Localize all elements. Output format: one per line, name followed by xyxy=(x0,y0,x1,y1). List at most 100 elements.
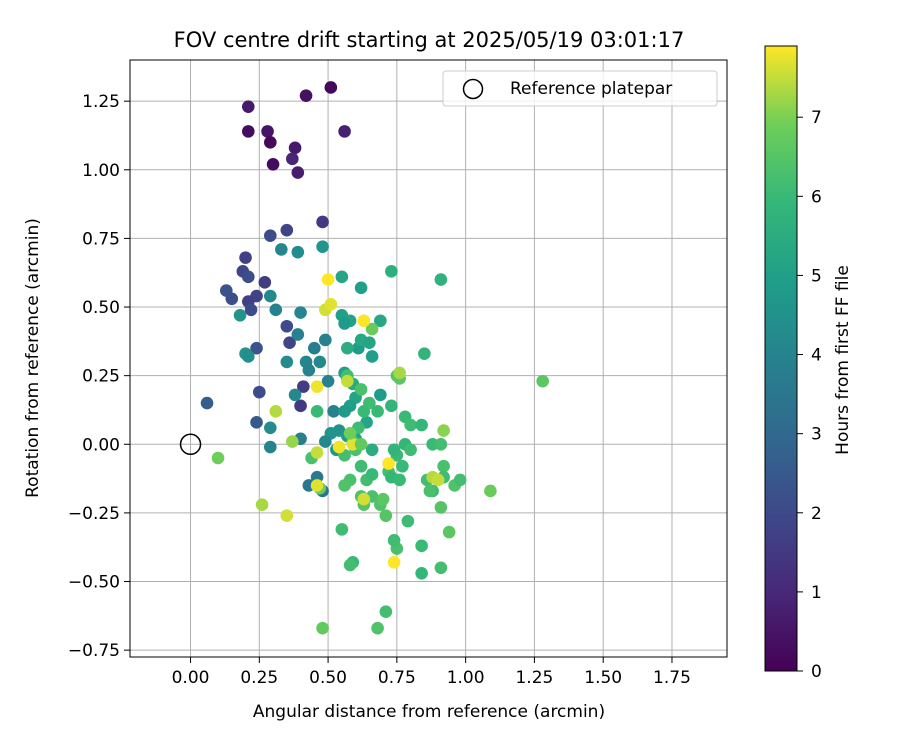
y-tick-label: −0.50 xyxy=(68,573,120,593)
data-point xyxy=(280,509,294,522)
data-point xyxy=(316,240,329,253)
data-point xyxy=(288,388,302,402)
data-point xyxy=(324,297,338,311)
data-point xyxy=(354,383,368,396)
data-point xyxy=(313,355,327,369)
data-point xyxy=(327,405,340,418)
data-point xyxy=(241,125,255,138)
data-point xyxy=(365,443,379,457)
data-point xyxy=(354,459,368,473)
data-point xyxy=(310,479,324,492)
data-point xyxy=(415,566,428,580)
data-point xyxy=(241,270,255,284)
data-point xyxy=(387,556,401,569)
data-point xyxy=(434,501,448,514)
data-point xyxy=(291,166,305,179)
data-point xyxy=(250,341,263,355)
data-point xyxy=(453,473,467,487)
data-point xyxy=(241,100,255,113)
data-point xyxy=(286,152,299,166)
data-point xyxy=(387,443,401,457)
colorbar-tick-label: 3 xyxy=(811,425,822,445)
data-point xyxy=(437,424,450,437)
data-point xyxy=(401,514,415,528)
data-point xyxy=(335,270,349,284)
data-point xyxy=(250,416,263,429)
x-tick-label: 0.75 xyxy=(378,668,416,688)
data-point xyxy=(211,451,225,465)
data-point xyxy=(382,457,395,470)
data-point xyxy=(385,265,398,278)
colorbar-tick-label: 1 xyxy=(811,583,822,603)
data-point xyxy=(354,281,368,295)
data-point xyxy=(258,276,272,289)
data-point xyxy=(297,380,310,393)
data-point xyxy=(266,158,280,171)
data-point xyxy=(365,322,379,336)
data-point xyxy=(294,399,307,413)
x-tick-label: 0.50 xyxy=(309,668,347,688)
y-axis-label: Rotation from reference (arcmin) xyxy=(23,218,43,498)
data-point xyxy=(264,421,277,435)
legend-entry-reference: Reference platepar xyxy=(510,79,672,99)
data-point xyxy=(354,437,368,451)
data-point xyxy=(291,328,305,341)
data-point xyxy=(302,363,316,377)
x-tick-label: 0.25 xyxy=(240,668,278,688)
data-point xyxy=(288,141,302,155)
data-point xyxy=(379,605,393,619)
data-point xyxy=(393,473,406,487)
y-tick-label: 0.25 xyxy=(82,367,120,387)
colorbar-gradient xyxy=(765,46,797,671)
y-axis-ticks: −0.75 −0.50 −0.25 0.00 0.25 0.50 0.75 1.00 1.25 xyxy=(68,92,130,661)
legend-box xyxy=(442,70,718,107)
data-point xyxy=(357,492,371,506)
data-point xyxy=(299,89,313,102)
data-point xyxy=(365,468,379,481)
data-point xyxy=(310,405,324,418)
data-point xyxy=(415,539,428,553)
chart-title: FOV centre drift starting at 2025/05/19 … xyxy=(174,28,685,52)
data-point xyxy=(376,492,390,506)
data-point xyxy=(385,399,398,413)
data-point xyxy=(324,81,338,94)
colorbar-tick-label: 6 xyxy=(811,187,822,207)
data-point xyxy=(418,347,431,360)
data-point xyxy=(261,125,274,138)
data-point xyxy=(241,350,255,363)
x-axis-ticks: 0.00 0.25 0.50 0.75 1.00 1.25 1.50 1.75 xyxy=(172,657,691,688)
data-point xyxy=(321,273,335,286)
y-tick-label: 0.75 xyxy=(82,229,120,249)
y-tick-label: 1.25 xyxy=(82,92,120,112)
x-tick-label: 1.50 xyxy=(584,668,622,688)
scatter-points xyxy=(179,81,549,635)
data-point xyxy=(338,317,351,330)
data-point xyxy=(404,443,417,457)
data-point xyxy=(269,405,283,418)
data-point xyxy=(343,426,357,440)
data-point xyxy=(338,125,351,138)
data-point xyxy=(437,459,450,473)
x-tick-label: 0.00 xyxy=(172,668,210,688)
data-point xyxy=(434,273,448,286)
legend-reference-marker xyxy=(462,78,484,100)
data-point xyxy=(363,336,376,350)
data-point xyxy=(310,446,324,459)
data-point xyxy=(434,437,448,451)
colorbar-frame xyxy=(764,45,798,672)
data-point xyxy=(275,243,288,256)
y-tick-label: 0.50 xyxy=(82,298,120,318)
data-point xyxy=(343,558,357,572)
x-tick-label: 1.75 xyxy=(653,668,691,688)
data-point xyxy=(308,341,321,355)
data-point xyxy=(374,314,387,328)
data-point xyxy=(283,336,296,350)
y-tick-label: −0.75 xyxy=(68,641,120,661)
data-point xyxy=(280,355,294,369)
data-point xyxy=(264,289,277,303)
data-point xyxy=(374,388,387,402)
x-tick-label: 1.00 xyxy=(447,668,485,688)
data-point xyxy=(423,484,437,498)
grid-lines xyxy=(130,60,727,657)
x-tick-label: 1.25 xyxy=(515,668,553,688)
